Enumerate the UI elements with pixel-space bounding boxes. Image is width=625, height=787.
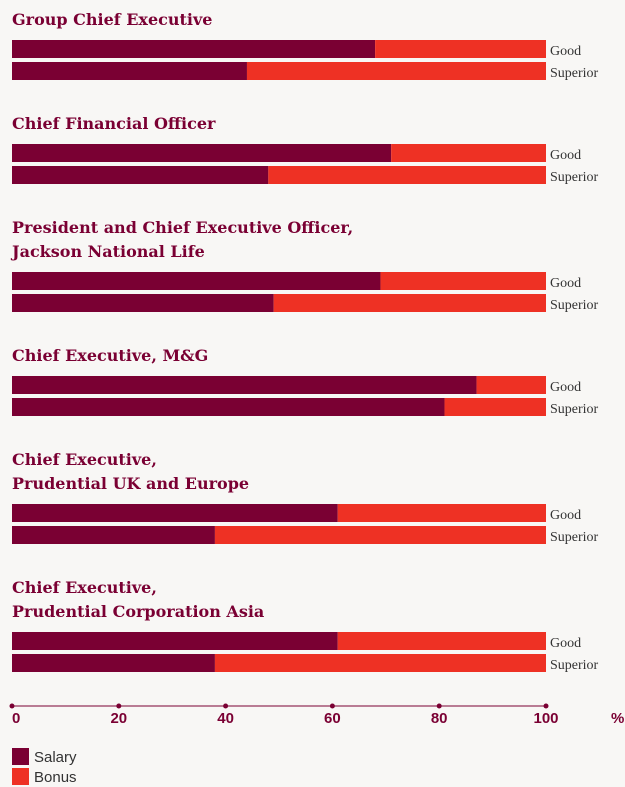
bar-segment	[12, 376, 477, 394]
group-title: Chief Executive, Prudential UK and Europe	[12, 450, 249, 493]
category-label: Superior	[550, 402, 599, 417]
x-tick-label: 100	[533, 710, 558, 727]
group-title: Chief Executive, Prudential Corporation A…	[12, 578, 264, 621]
bar-segment	[12, 398, 445, 416]
group-title: President and Chief Executive Officer, Ja…	[10, 218, 353, 261]
bar-segment	[12, 632, 338, 650]
group-title-line: Prudential Corporation Asia	[12, 602, 264, 621]
category-label: Good	[550, 636, 581, 651]
bar-segment	[12, 62, 247, 80]
x-tick-label: 0	[12, 710, 20, 727]
group-title-line: Chief Financial Officer	[12, 114, 216, 133]
bar-segment	[391, 144, 546, 162]
group-title: Chief Executive, M&G	[12, 346, 208, 365]
bar-segment	[214, 526, 547, 544]
x-axis-label: %	[611, 710, 624, 727]
bar-segment	[12, 294, 274, 312]
group-title-line: Chief Executive,	[12, 450, 157, 469]
legend-swatch	[12, 748, 29, 765]
group-title-line: Group Chief Executive	[12, 10, 212, 29]
tick-mark	[436, 703, 442, 709]
group-title: Chief Financial Officer	[12, 114, 216, 133]
bar-segment	[12, 272, 381, 290]
bar-segment	[12, 504, 338, 522]
bar-segment	[246, 62, 546, 80]
category-label: Superior	[550, 66, 599, 81]
bar-segment	[444, 398, 546, 416]
x-tick-label: 40	[217, 710, 234, 727]
bar-segment	[268, 166, 546, 184]
bar-segment	[273, 294, 546, 312]
category-label: Good	[550, 276, 581, 291]
legend-label: Salary	[34, 749, 77, 766]
bar-segment	[12, 654, 215, 672]
tick-mark	[329, 703, 335, 709]
bar-segment	[12, 144, 392, 162]
category-label: Good	[550, 380, 581, 395]
x-tick-label: 60	[324, 710, 341, 727]
bar-segment	[12, 166, 269, 184]
category-label: Good	[550, 44, 581, 59]
x-tick-label: 20	[110, 710, 127, 727]
tick-mark	[543, 703, 549, 709]
group-title-line: Jackson National Life	[10, 242, 205, 261]
tick-mark	[9, 703, 15, 709]
legend-swatch	[12, 768, 29, 785]
category-label: Superior	[550, 298, 599, 313]
bar-segment	[214, 654, 547, 672]
x-tick-label: 80	[431, 710, 448, 727]
tick-mark	[116, 703, 122, 709]
bar-segment	[476, 376, 546, 394]
category-label: Superior	[550, 530, 599, 545]
bar-segment	[12, 526, 215, 544]
group-title: Group Chief Executive	[12, 10, 212, 29]
group-title-line: Chief Executive, M&G	[12, 346, 208, 365]
bar-segment	[380, 272, 546, 290]
legend-label: Bonus	[34, 769, 77, 786]
group-title-line: President and Chief Executive Officer,	[12, 218, 353, 237]
category-label: Good	[550, 508, 581, 523]
group-title-line: Prudential UK and Europe	[12, 474, 249, 493]
bar-segment	[375, 40, 546, 58]
bar-segment	[337, 632, 546, 650]
category-label: Good	[550, 148, 581, 163]
bar-segment	[337, 504, 546, 522]
bar-segment	[12, 40, 376, 58]
category-label: Superior	[550, 170, 599, 185]
category-label: Superior	[550, 658, 599, 673]
group-title-line: Chief Executive,	[12, 578, 157, 597]
tick-mark	[223, 703, 229, 709]
